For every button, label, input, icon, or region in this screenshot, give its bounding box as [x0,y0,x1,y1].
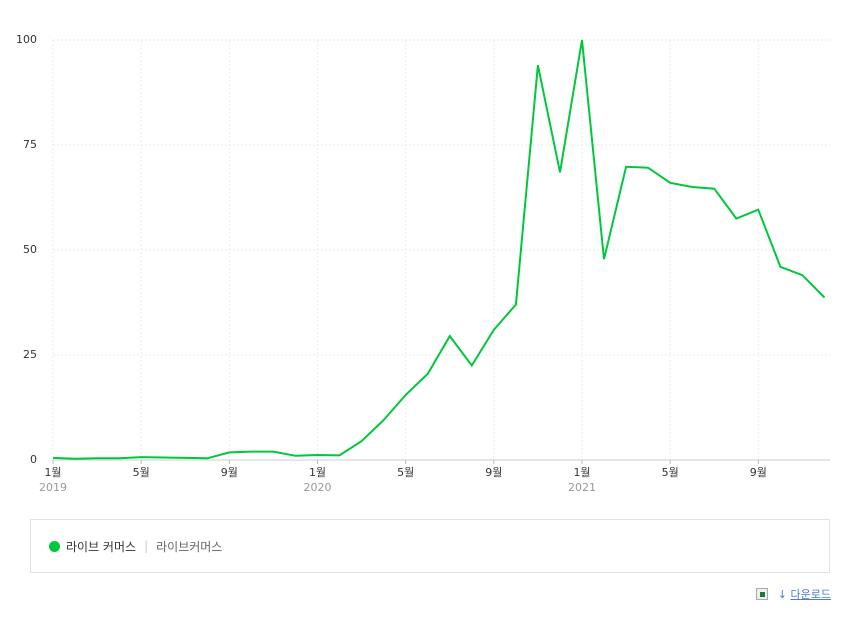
x-tick-label: 1월 [44,466,61,479]
x-tick-label: 5월 [133,466,150,479]
x-tick-label: 5월 [397,466,414,479]
download-link[interactable]: ↓ 다운로드 [777,588,831,601]
y-tick-label: 75 [23,138,37,151]
x-year-label: 2020 [304,481,332,494]
download-bar: ↓ 다운로드 [755,586,831,602]
excel-icon[interactable] [755,588,768,600]
x-tick-label: 9월 [485,466,502,479]
legend-label: 라이브 커머스 [66,539,137,554]
y-tick-label: 25 [23,348,37,361]
download-text[interactable]: 다운로드 [790,588,831,601]
x-tick-label: 1월 [573,466,590,479]
chart: 0 25 50 75 100 1월 2019 5월 9월 1월 2020 5월 9월 1월 2021 5월 9월 [16,33,830,494]
x-tick-label: 9월 [221,466,238,479]
separator: | [144,539,149,553]
x-tick-label: 9월 [750,466,767,479]
x-year-label: 2021 [568,481,596,494]
legend-keywords: 라이브커머스 [156,539,223,554]
y-tick-label: 100 [16,33,37,46]
y-tick-label: 50 [23,243,37,256]
x-tick-label: 5월 [662,466,679,479]
x-year-label: 2019 [39,481,67,494]
legend-marker [49,540,60,552]
y-tick-label: 0 [30,453,37,466]
line-series [52,39,826,460]
x-tick-label: 1월 [309,466,326,479]
legend: 라이브 커머스 | 라이브커머스 [30,519,830,573]
